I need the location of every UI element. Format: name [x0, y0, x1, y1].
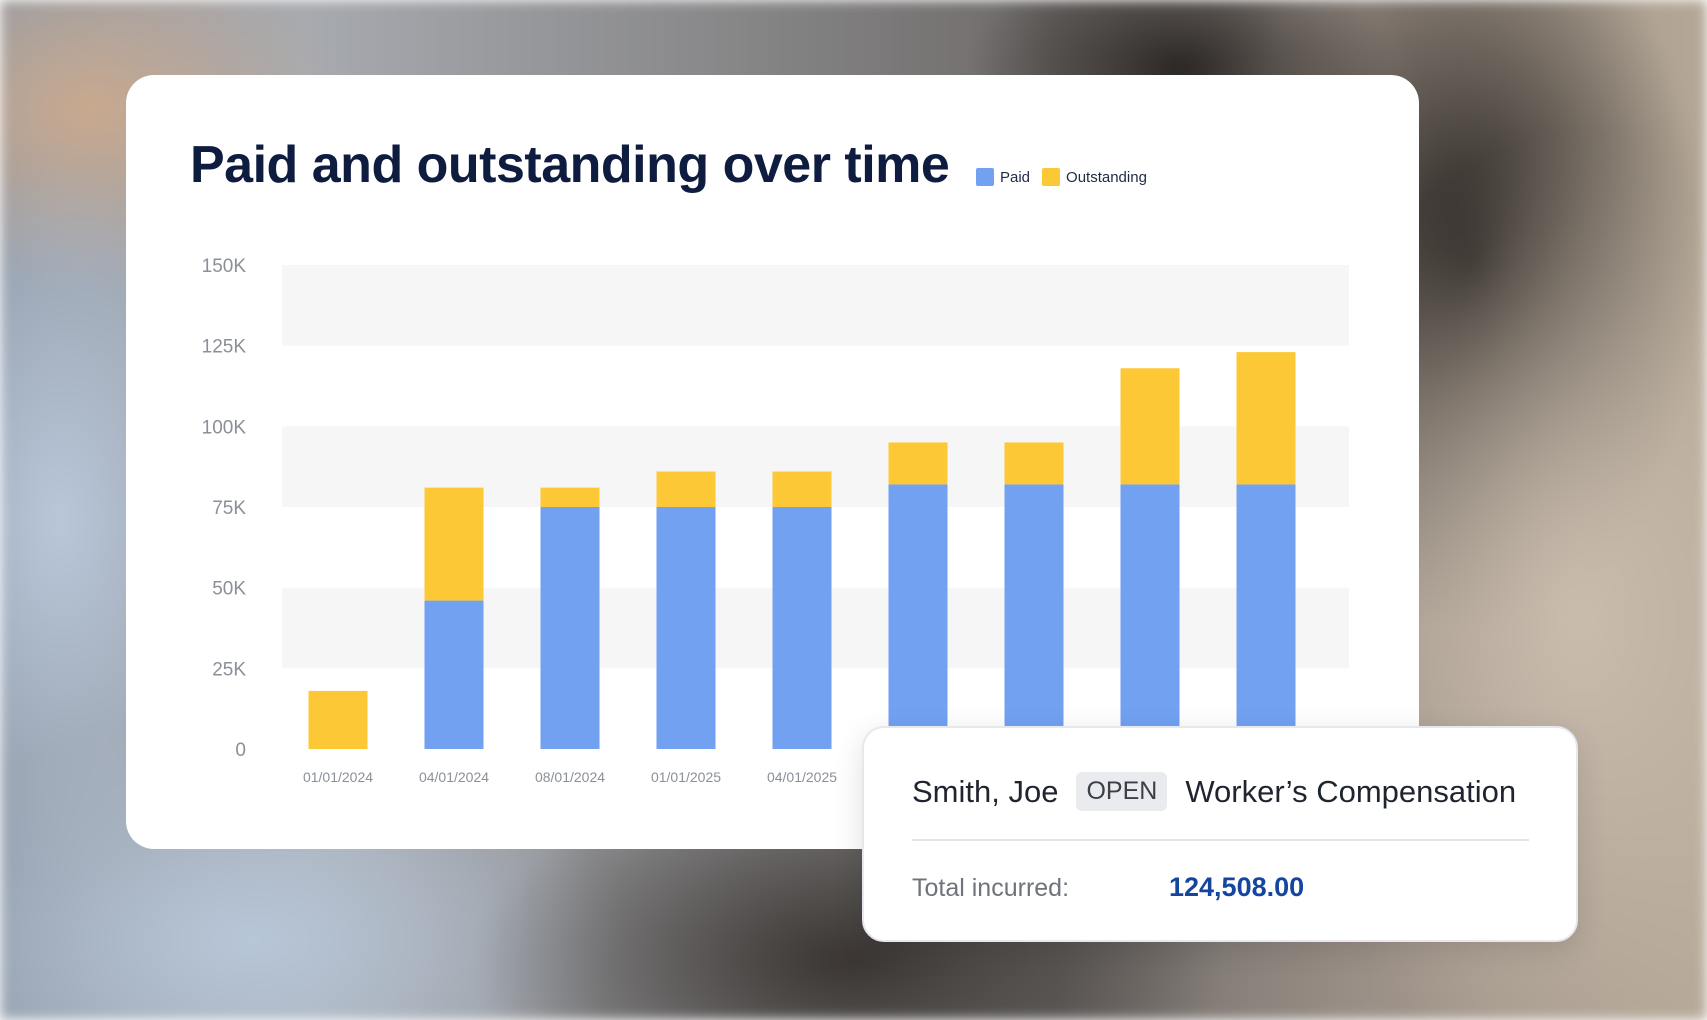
legend-item-outstanding: Outstanding	[1042, 168, 1147, 186]
bar-outstanding	[540, 487, 600, 507]
bar-paid	[1236, 484, 1296, 749]
y-tick-label: 100K	[202, 417, 247, 438]
legend-swatch-outstanding	[1042, 168, 1061, 186]
bar-paid	[1120, 484, 1180, 749]
x-tick-label: 01/01/2024	[303, 769, 373, 785]
bar-paid	[540, 507, 600, 749]
status-badge: OPEN	[1076, 772, 1168, 811]
y-tick-label: 50K	[212, 579, 246, 600]
bars	[308, 352, 1296, 749]
bar-paid	[1004, 484, 1064, 749]
bar-outstanding	[1236, 352, 1296, 485]
total-incurred-label: Total incurred:	[912, 874, 1070, 902]
legend-swatch-paid	[976, 168, 994, 186]
grid-band	[282, 265, 1349, 346]
x-tick-label: 04/01/2024	[419, 769, 489, 785]
bar-paid	[888, 484, 948, 749]
legend-label-paid: Paid	[1000, 168, 1031, 186]
bar-outstanding	[1120, 368, 1180, 485]
y-axis-labels: 0 25K 50K 75K 100K 125K 150K	[202, 256, 247, 761]
x-axis-labels: 01/01/2024 04/01/2024 08/01/2024 01/01/2025…	[303, 769, 837, 785]
x-tick-label: 04/01/2025	[767, 769, 837, 785]
stacked-bar-chart: 0 25K 50K 75K 100K 125K 150K 01/01/2024 04/01/2…	[202, 256, 1349, 785]
x-tick-label: 01/01/2025	[651, 769, 721, 785]
bar-paid	[424, 600, 484, 749]
bar-outstanding	[656, 471, 716, 507]
divider	[912, 839, 1529, 841]
claim-header: Smith, Joe OPEN Worker’s Compensation	[912, 772, 1516, 811]
bar-paid	[772, 507, 832, 749]
legend-label-outstanding: Outstanding	[1066, 168, 1147, 186]
chart-legend: Paid Outstanding	[976, 168, 1159, 186]
y-tick-label: 0	[235, 740, 246, 761]
y-tick-label: 150K	[202, 256, 247, 277]
chart-card: Paid and outstanding over time Paid Outs…	[126, 75, 1419, 849]
y-tick-label: 25K	[212, 659, 246, 680]
claimant-name: Smith, Joe	[912, 773, 1059, 809]
bar-outstanding	[1004, 442, 1064, 485]
y-tick-label: 75K	[212, 498, 246, 519]
legend-item-paid: Paid	[976, 168, 1030, 186]
x-tick-label: 08/01/2024	[535, 769, 605, 785]
bar-outstanding	[424, 487, 484, 601]
bar-outstanding	[772, 471, 832, 507]
claim-summary-card[interactable]: Smith, Joe OPEN Worker’s Compensation To…	[862, 726, 1578, 942]
chart-title: Paid and outstanding over time	[190, 136, 950, 194]
bar-outstanding	[888, 442, 948, 485]
total-incurred-value: 124,508.00	[1169, 872, 1305, 902]
y-tick-label: 125K	[202, 337, 247, 358]
bar-paid	[656, 507, 716, 749]
claim-type: Worker’s Compensation	[1185, 773, 1517, 809]
bar-outstanding	[308, 690, 368, 749]
